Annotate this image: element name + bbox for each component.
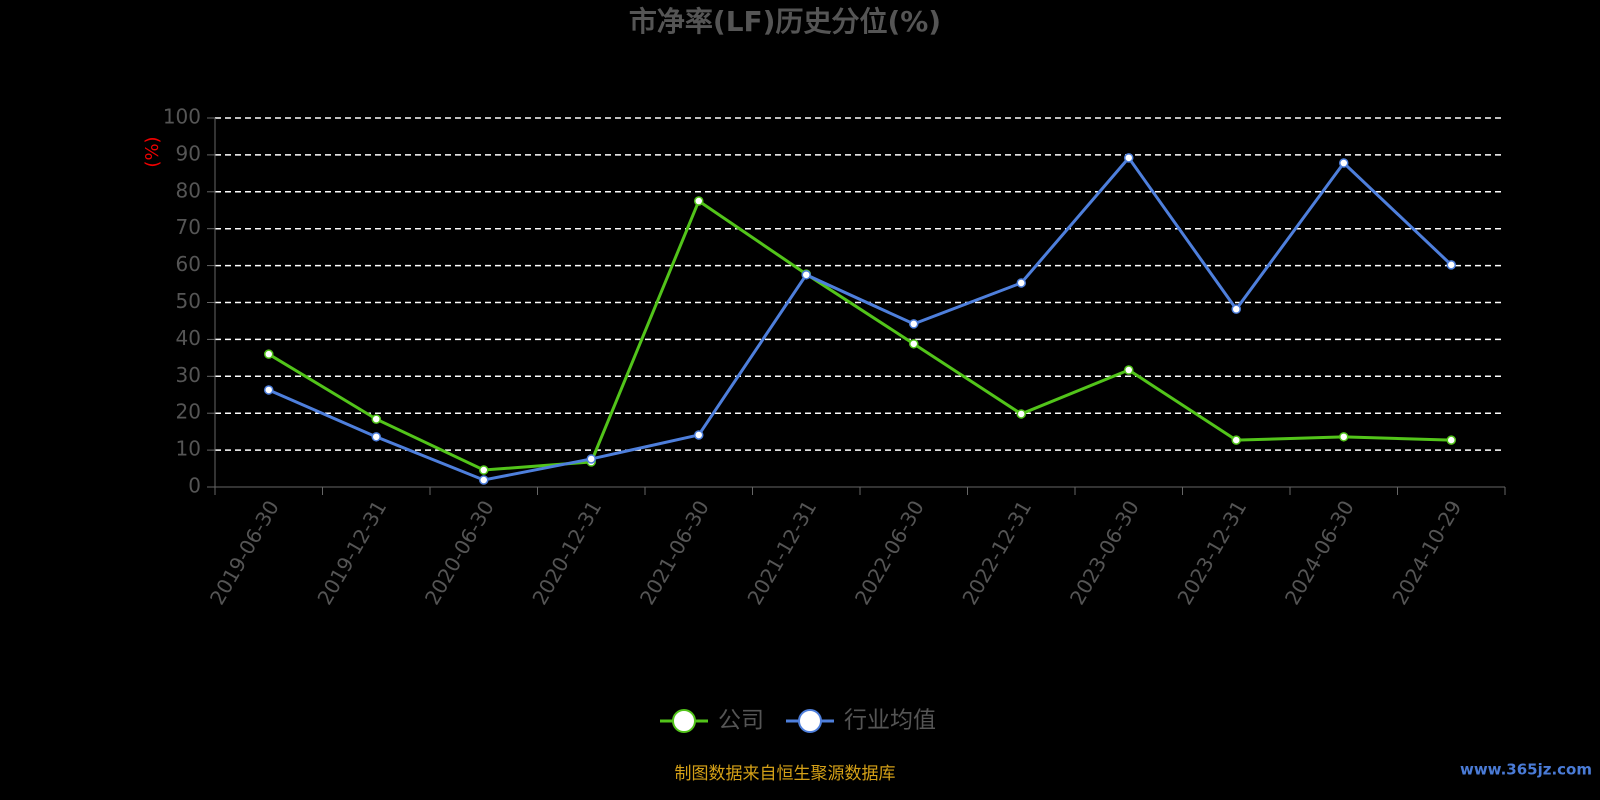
point: [694, 430, 704, 440]
point: [1231, 304, 1241, 314]
point: [586, 454, 596, 464]
y-tick-label: 60: [176, 252, 201, 276]
point: [1446, 260, 1456, 270]
point: [264, 385, 274, 395]
point: [1124, 365, 1134, 375]
point: [694, 196, 704, 206]
line: [267, 198, 1452, 472]
point: [1016, 278, 1026, 288]
watermark: www.365jz.com: [1460, 761, 1592, 779]
y-tick-label: 0: [188, 474, 201, 498]
y-axis-label: (%): [142, 136, 163, 167]
point: [909, 319, 919, 329]
legend-label: 行业均值: [844, 708, 936, 734]
point: [909, 339, 919, 349]
chart-title: 市净率(LF)历史分位(%): [629, 5, 941, 38]
point: [1016, 409, 1026, 419]
y-tick-label: 30: [176, 363, 201, 387]
y-tick-label: 70: [176, 215, 201, 239]
y-tick-label: 100: [163, 105, 201, 129]
line: [268, 155, 1453, 482]
source-note: 制图数据来自恒生聚源数据库: [675, 764, 896, 784]
y-tick-label: 10: [176, 437, 201, 461]
legend-marker: [798, 709, 822, 733]
y-tick-label: 50: [176, 289, 201, 313]
y-tick-label: 90: [176, 141, 201, 165]
legend-marker: [672, 709, 696, 733]
y-tick-label: 80: [176, 178, 201, 202]
y-tick-label: 20: [176, 400, 201, 424]
point: [264, 349, 274, 359]
point: [1339, 432, 1349, 442]
point: [479, 475, 489, 485]
point: [1231, 435, 1241, 445]
point: [479, 465, 489, 475]
point: [371, 432, 381, 442]
point: [1446, 435, 1456, 445]
point: [1124, 153, 1134, 163]
legend-label: 公司: [718, 708, 764, 734]
point: [371, 414, 381, 424]
point: [1339, 158, 1349, 168]
y-tick-label: 40: [176, 326, 201, 350]
point: [801, 270, 811, 280]
